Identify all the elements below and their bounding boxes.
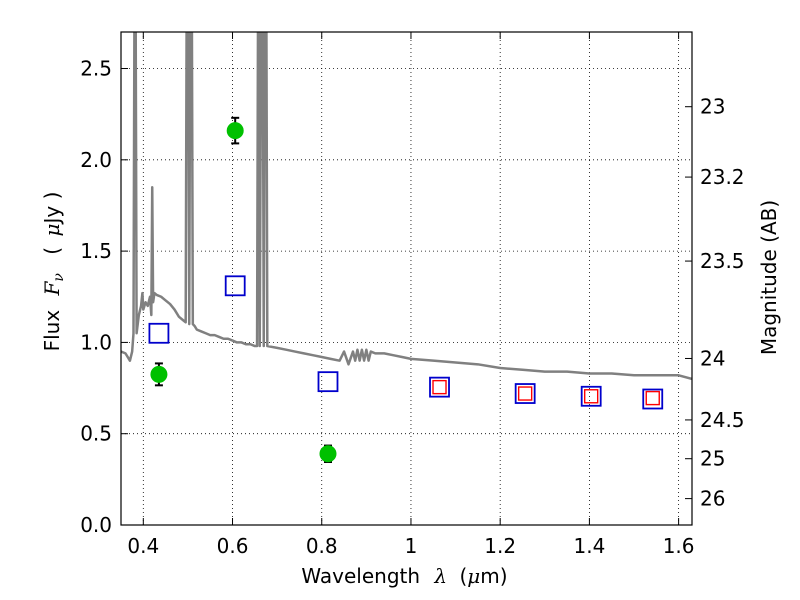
red-model-square (517, 386, 533, 401)
y-tick-label: 1.0 (80, 330, 112, 354)
y-tick-label: 2.5 (80, 57, 112, 81)
y2-tick-label: 23.5 (700, 249, 745, 273)
blue-model-square (317, 371, 339, 393)
x-tick-label: 1.4 (573, 534, 605, 558)
x-tick-label: 0.8 (306, 534, 338, 558)
y-tick-label: 1.5 (80, 239, 112, 263)
observed-flux-point (150, 365, 168, 383)
blue-model-square (148, 322, 170, 344)
red-model-square (645, 390, 660, 406)
observed-flux-point (319, 445, 337, 463)
x-tick-label: 0.4 (127, 534, 159, 558)
blue-model-square (429, 376, 450, 398)
y2-tick-label: 24.5 (700, 408, 745, 432)
grid (121, 32, 692, 526)
blue-model-square (580, 385, 602, 407)
y2-tick-label: 23 (700, 95, 725, 119)
y2-axis-label: Magnitude (AB) (757, 200, 781, 355)
y-tick-label: 2.0 (80, 148, 112, 172)
x-tick-label: 1.6 (663, 534, 695, 558)
x-tick-label: 1 (405, 534, 418, 558)
y-tick-label: 0.5 (80, 422, 112, 446)
red-model-square (583, 389, 599, 404)
observed-flux-point (226, 122, 244, 140)
data-layer (121, 32, 692, 464)
y2-tick-label: 23.2 (700, 165, 745, 189)
y2-tick-label: 24 (700, 346, 725, 370)
ticks: 0.4 0.6 0.8 1 1.2 1.4 1.6 0.0 0.5 1.0 1.5 2.0 2.5 23 2… (80, 32, 745, 558)
sed-model-line (121, 32, 692, 381)
x-tick-label: 1.2 (484, 534, 516, 558)
blue-model-square (642, 388, 664, 410)
plot-frame (120, 31, 693, 526)
y-axis-label: Flux Fν ( μJy ) (40, 192, 68, 352)
x-tick-label: 0.6 (217, 534, 249, 558)
red-model-square (432, 379, 447, 395)
blue-model-square (514, 383, 536, 404)
y2-tick-label: 25 (700, 447, 725, 471)
x-axis-label: Wavelength λ (μm) (301, 564, 507, 588)
blue-model-square (224, 275, 246, 297)
y2-tick-label: 26 (700, 487, 725, 511)
y-tick-label: 0.0 (80, 513, 112, 537)
